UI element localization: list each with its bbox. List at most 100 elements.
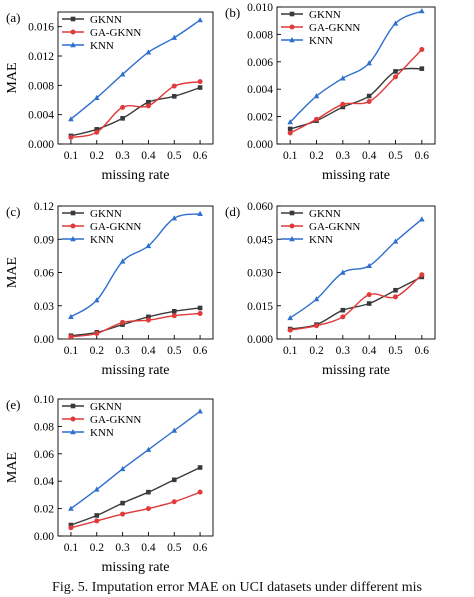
- data-point: [145, 103, 151, 109]
- data-point: [197, 79, 203, 85]
- legend-entry: KNN: [309, 35, 333, 47]
- x-tick-label: 0.2: [90, 542, 105, 554]
- data-point: [340, 101, 346, 107]
- data-point: [145, 49, 152, 55]
- data-point: [393, 294, 398, 300]
- data-point: [340, 104, 346, 110]
- series-gknn: [68, 305, 203, 338]
- data-point: [68, 334, 74, 340]
- data-point: [314, 323, 319, 329]
- y-tick-label: 0.00: [34, 531, 54, 543]
- legend-entry: GKNN: [90, 208, 122, 220]
- data-point: [171, 313, 177, 319]
- data-point: [366, 292, 372, 298]
- legend-entry: GA-GKNN: [309, 22, 360, 34]
- legend-entry: KNN: [90, 40, 114, 52]
- data-point: [419, 272, 425, 278]
- data-point: [119, 465, 126, 472]
- data-point: [145, 506, 151, 512]
- data-point: [287, 314, 293, 321]
- legend-entry: GKNN: [90, 401, 122, 413]
- legend-marker: [289, 37, 295, 43]
- legend-marker: [70, 223, 76, 229]
- legend-entry: KNN: [309, 234, 333, 246]
- data-point: [197, 408, 203, 414]
- data-point: [120, 500, 125, 506]
- data-point: [145, 446, 152, 452]
- data-point: [366, 262, 372, 269]
- data-point: [145, 242, 152, 249]
- figure-caption: Fig. 5. Imputation error MAE on UCI data…: [52, 580, 422, 595]
- x-tick-label: 0.3: [115, 150, 130, 162]
- legend-entry: GA-GKNN: [309, 221, 360, 233]
- data-point: [146, 314, 151, 320]
- data-point: [146, 489, 151, 495]
- x-axis-label: missing rate: [322, 363, 390, 378]
- y-tick-label: 0.016: [28, 22, 54, 34]
- y-tick-label: 0.006: [247, 57, 273, 69]
- data-point: [419, 66, 425, 71]
- data-point: [366, 99, 372, 105]
- data-point: [392, 20, 399, 26]
- y-tick-label: 0.00: [34, 334, 54, 346]
- data-point: [94, 330, 100, 336]
- panel-label: (d): [225, 204, 240, 219]
- x-tick-label: 0.1: [64, 542, 79, 554]
- data-point: [314, 116, 319, 122]
- y-tick-label: 0.000: [247, 139, 273, 151]
- series-line: [289, 49, 423, 134]
- series-knn: [68, 408, 203, 511]
- x-tick-label: 0.4: [362, 150, 377, 162]
- legend-entry: GA-GKNN: [90, 414, 141, 426]
- data-point: [366, 60, 372, 66]
- data-point: [171, 94, 177, 99]
- y-tick-label: 0.004: [28, 110, 54, 122]
- data-point: [197, 489, 203, 495]
- data-point: [197, 210, 203, 216]
- data-point: [197, 465, 203, 470]
- x-tick-label: 0.1: [283, 345, 298, 357]
- series-ga-gknn: [68, 311, 203, 340]
- data-point: [171, 499, 177, 505]
- y-tick-label: 0.12: [34, 201, 54, 213]
- data-point: [68, 525, 74, 531]
- x-tick-label: 0.2: [90, 345, 105, 357]
- x-tick-label: 0.6: [415, 345, 430, 357]
- data-point: [93, 486, 100, 492]
- data-point: [94, 513, 100, 518]
- x-tick-label: 0.2: [90, 150, 105, 162]
- data-point: [171, 34, 178, 40]
- legend-marker: [70, 416, 76, 422]
- data-point: [119, 71, 126, 77]
- data-point: [171, 477, 177, 483]
- chart-panel: (b) 0.000 0.002 0.004 0.006 0.008 0.010 0.1 0.2 0…: [225, 2, 436, 183]
- data-point: [393, 69, 398, 74]
- x-tick-label: 0.6: [193, 150, 208, 162]
- data-point: [366, 301, 372, 306]
- data-point: [340, 269, 346, 275]
- x-tick-label: 0.5: [388, 345, 403, 357]
- x-tick-label: 0.3: [336, 150, 351, 162]
- data-point: [340, 75, 346, 81]
- panel-label: (e): [6, 397, 20, 412]
- y-tick-label: 0.012: [28, 51, 54, 63]
- x-tick-label: 0.1: [64, 345, 79, 357]
- data-point: [197, 311, 203, 317]
- y-tick-label: 0.004: [247, 84, 273, 96]
- series-ga-gknn: [68, 79, 203, 140]
- data-point: [340, 314, 346, 320]
- x-tick-label: 0.3: [336, 345, 351, 357]
- data-point: [68, 116, 74, 122]
- series-gknn: [287, 66, 425, 132]
- legend-marker: [70, 210, 76, 216]
- data-point: [120, 104, 126, 110]
- x-tick-label: 0.6: [193, 345, 208, 357]
- x-axis-label: missing rate: [101, 363, 169, 378]
- y-tick-label: 0.10: [34, 394, 54, 406]
- legend-entry: KNN: [90, 427, 114, 439]
- legend-marker: [70, 236, 76, 242]
- x-tick-label: 0.3: [115, 542, 130, 554]
- series-line: [290, 67, 422, 130]
